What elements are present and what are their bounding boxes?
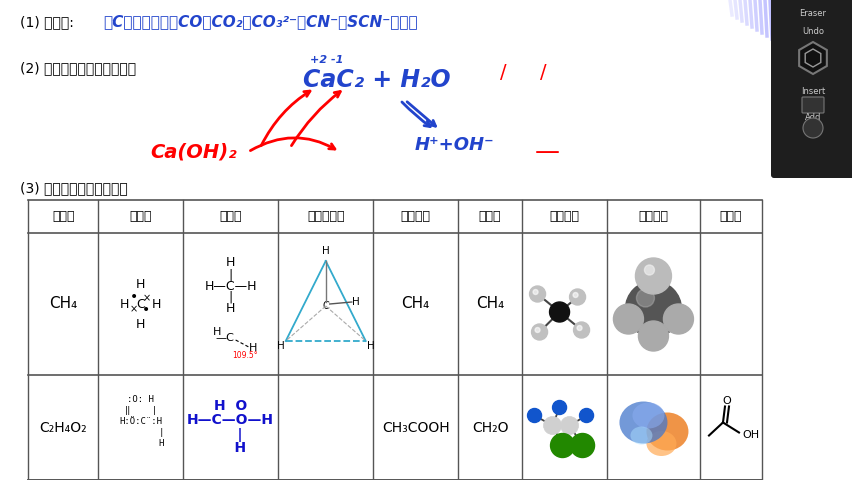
Circle shape [569,289,585,305]
Text: H⁺+OH⁻: H⁺+OH⁻ [415,136,495,154]
FancyBboxPatch shape [771,0,852,178]
Text: H: H [152,298,161,311]
Text: H: H [212,327,221,337]
Ellipse shape [647,412,688,451]
Circle shape [664,304,694,334]
Circle shape [550,433,574,457]
Text: |: | [218,429,243,443]
Text: +2 -1: +2 -1 [310,55,343,65]
Ellipse shape [632,403,665,429]
Text: |: | [117,428,165,437]
Text: Insert: Insert [801,87,825,96]
Text: H: H [352,297,360,307]
Circle shape [579,408,594,422]
Text: H: H [226,301,235,314]
Ellipse shape [630,427,653,444]
Text: Undo: Undo [802,27,824,36]
Text: 结构式: 结构式 [219,210,242,223]
Text: •: • [141,303,150,317]
Text: CH₄: CH₄ [476,297,504,312]
Text: ×: × [130,304,138,314]
Text: C: C [322,301,329,311]
Text: ‖    |: ‖ | [124,406,157,415]
Text: CH₄: CH₄ [401,297,429,312]
Text: H: H [136,277,146,290]
Text: 结构示意图: 结构示意图 [307,210,344,223]
Text: CH₃COOH: CH₃COOH [382,420,450,434]
Text: C₂H₄O₂: C₂H₄O₂ [39,420,87,434]
Text: —: — [535,140,560,164]
Circle shape [530,286,545,302]
Text: /: / [540,62,547,82]
Circle shape [577,325,582,331]
Text: H: H [322,246,330,256]
Circle shape [803,118,823,138]
Circle shape [553,400,567,415]
Circle shape [535,327,540,333]
Text: 最简式: 最简式 [479,210,501,223]
Circle shape [571,433,595,457]
Text: 分子式: 分子式 [52,210,74,223]
Text: H: H [226,255,235,268]
Text: |: | [228,268,233,281]
Circle shape [533,289,538,295]
Text: OH: OH [742,431,759,441]
Text: CH₄: CH₄ [49,297,78,312]
Text: H  O: H O [214,398,247,412]
Text: Ca(OH)₂: Ca(OH)₂ [150,143,237,161]
FancyBboxPatch shape [802,97,824,113]
Text: 109.5°: 109.5° [232,351,257,360]
Text: H: H [215,442,246,456]
Circle shape [573,292,578,298]
Text: —C: —C [216,333,234,343]
Text: H: H [367,341,375,351]
Text: 含C化合物，除了CO、CO₂、CO₃²⁻、CN⁻、SCN⁻以及碳: 含C化合物，除了CO、CO₂、CO₃²⁻、CN⁻、SCN⁻以及碳 [103,14,417,29]
Text: :O: H: :O: H [127,395,154,404]
Text: Add: Add [805,113,821,122]
Text: H: H [249,343,256,353]
Text: •: • [130,290,138,304]
Circle shape [638,321,669,351]
Text: H:Ö:C̈:H: H:Ö:C̈:H [119,417,162,426]
Text: H: H [120,298,130,311]
Circle shape [561,417,579,434]
Text: C: C [136,298,145,311]
Text: CaC₂ + H₂O: CaC₂ + H₂O [303,68,451,92]
Text: 键线式: 键线式 [720,210,742,223]
Text: 比例模型: 比例模型 [638,210,669,223]
Text: H—C—H: H—C—H [204,279,256,292]
Text: (1) 有机物:: (1) 有机物: [20,15,74,29]
Text: O: O [722,396,731,406]
Circle shape [613,304,643,334]
Circle shape [573,322,590,338]
Text: |: | [228,290,233,303]
Bar [28,200,762,480]
Circle shape [644,265,654,275]
Text: ×: × [142,293,151,303]
Ellipse shape [647,431,676,456]
Circle shape [636,258,671,294]
Circle shape [532,324,548,340]
Circle shape [625,281,682,337]
Circle shape [550,302,569,322]
Text: 电子式: 电子式 [130,210,152,223]
Text: H: H [277,341,285,351]
Text: 球棍模型: 球棍模型 [550,210,579,223]
Text: (2) 有机物中原子的成键特点: (2) 有机物中原子的成键特点 [20,61,136,75]
Text: CH₂O: CH₂O [472,420,509,434]
Circle shape [544,417,561,434]
Text: 结构简式: 结构简式 [400,210,430,223]
Text: H—C—O—H: H—C—O—H [187,412,274,427]
Text: Eraser: Eraser [799,10,826,19]
Circle shape [636,289,654,307]
Text: H: H [117,439,165,448]
Text: H: H [136,317,146,331]
Circle shape [527,408,542,422]
Text: (3) 有机物中常用表示方法: (3) 有机物中常用表示方法 [20,181,128,195]
Ellipse shape [619,401,667,444]
Text: /: / [500,62,507,82]
